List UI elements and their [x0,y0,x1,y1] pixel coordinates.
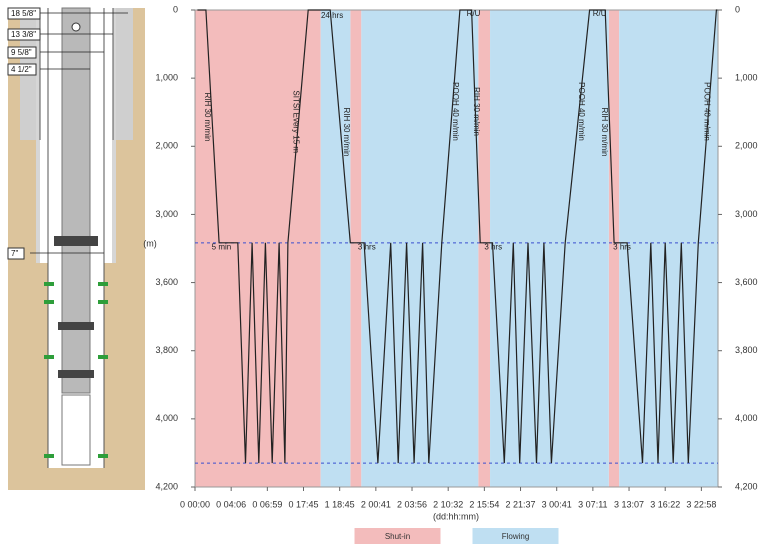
x-tick-label: 3 13:07 [614,499,644,509]
annotation: R/U [467,9,481,18]
x-tick-label: 0 00:00 [180,499,210,509]
y-tick-label: 3,000 [155,209,178,219]
packer [58,370,94,378]
y-tick-label: 4,000 [155,413,178,423]
annotation: 3 hrs [358,242,376,251]
tail-pipe [62,395,90,465]
casing-size: 18 5/8" [11,9,36,18]
well-schematic: 18 5/8" 13 3/8" 9 5/8" 4 1/2" 7" [8,8,145,490]
y-tick-label: 4,200 [735,481,758,491]
y-tick-label: 2,000 [155,141,178,151]
annotation: SITSI Every 15 m [292,90,301,153]
annotation: RIH 30 m/min [203,93,212,142]
casing-size: 13 3/8" [11,30,36,39]
y-tick-label: 0 [173,4,178,14]
shaded-region [321,10,351,487]
y-tick-label: 3,600 [735,277,758,287]
packer [54,236,98,246]
casing-bore [104,140,112,263]
y-tick-label: 3,000 [735,209,758,219]
tubing [62,8,90,393]
annotation: POOH 40 m/min [577,82,586,141]
legend-label: Flowing [502,532,530,541]
annotation: POOH 40 m/min [702,82,711,141]
chart: (m) (dd:hh:mm) 0 0 1,000 1,000 2,000 2,000 3,0… [143,4,757,544]
x-tick-label: 3 00:41 [542,499,572,509]
x-tick-label: 2 10:32 [433,499,463,509]
y-tick-label: 0 [735,4,740,14]
annotation: 3 hrs [613,242,631,251]
y-axis-label: (m) [143,238,157,248]
annotation: RIH 30 m/min [600,108,609,157]
page-svg: 18 5/8" 13 3/8" 9 5/8" 4 1/2" 7" (m) (dd… [0,0,759,546]
casing-size: 4 1/2" [11,65,32,74]
y-tick-label: 3,800 [735,345,758,355]
x-tick-label: 2 21:37 [506,499,536,509]
valve [72,23,80,31]
annotation: POOH 40 m/min [451,82,460,141]
x-tick-label: 0 04:06 [216,499,246,509]
y-tick-label: 1,000 [155,73,178,83]
x-tick-label: 3 22:58 [686,499,716,509]
annotation: RIH 30 m/min [342,108,351,157]
packer [58,322,94,330]
annotation: 3 hrs [484,242,502,251]
y-tick-label: 4,000 [735,413,758,423]
x-tick-label: 3 07:11 [578,499,607,509]
annotation: RIH 30 m/min [472,87,481,136]
y-tick-label: 3,600 [155,277,178,287]
x-axis-label: (dd:hh:mm) [433,511,479,521]
y-tick-label: 4,200 [155,481,178,491]
x-tick-label: 0 06:59 [252,499,282,509]
annotation: 24 hrs [321,11,343,20]
annotation: R/U [593,9,607,18]
annotation: 5 min [212,242,232,251]
y-tick-label: 3,800 [155,345,178,355]
page: {"schematic": {"labels": ["18 5/8\"", "1… [0,0,759,546]
casing-size: 9 5/8" [11,48,32,57]
x-tick-label: 3 16:22 [650,499,680,509]
y-tick-label: 1,000 [735,73,758,83]
x-tick-label: 2 03:56 [397,499,427,509]
casing-bore [40,140,48,263]
casing-size: 7" [11,249,18,258]
x-tick-label: 2 15:54 [469,499,499,509]
x-tick-label: 2 00:41 [361,499,391,509]
legend-label: Shut-in [385,532,410,541]
x-tick-label: 0 17:45 [288,499,318,509]
y-tick-label: 2,000 [735,141,758,151]
x-tick-label: 1 18:45 [325,499,355,509]
